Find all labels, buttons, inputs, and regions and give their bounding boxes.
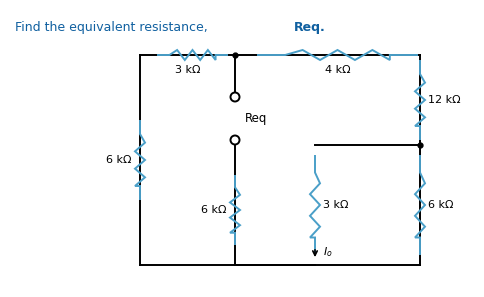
Text: 3 kΩ: 3 kΩ [174, 65, 200, 75]
Text: Find the equivalent resistance,: Find the equivalent resistance, [15, 21, 211, 34]
Text: Req: Req [244, 112, 267, 125]
Text: 6 kΩ: 6 kΩ [106, 155, 132, 165]
Text: 6 kΩ: 6 kΩ [201, 205, 227, 215]
Text: 6 kΩ: 6 kΩ [427, 200, 453, 210]
Text: $I_o$: $I_o$ [322, 245, 332, 259]
Text: Req.: Req. [293, 21, 324, 34]
Text: 12 kΩ: 12 kΩ [427, 95, 460, 105]
Text: 3 kΩ: 3 kΩ [322, 200, 348, 210]
Text: 4 kΩ: 4 kΩ [324, 65, 349, 75]
